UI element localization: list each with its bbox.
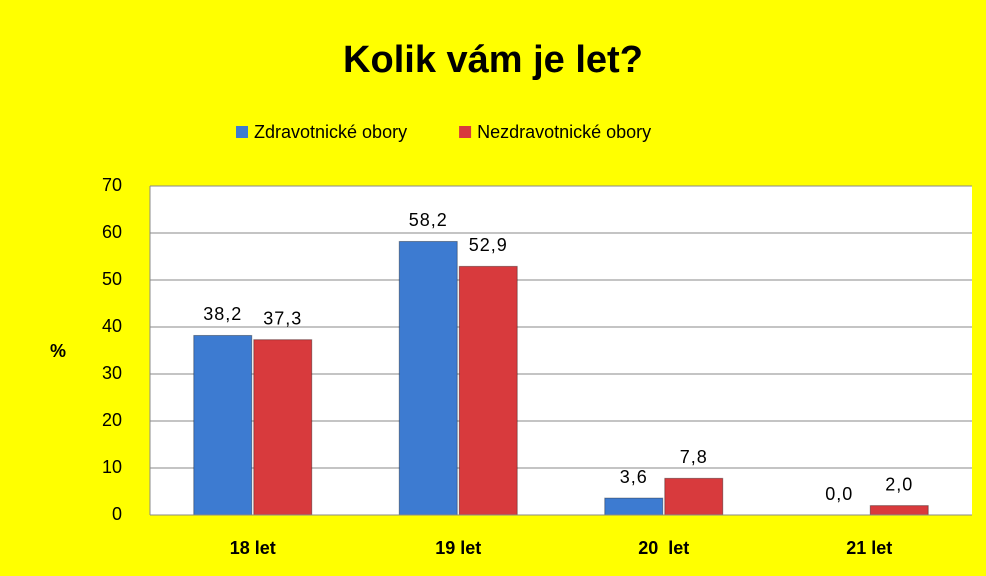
bar xyxy=(458,265,518,516)
value-label: 2,0 xyxy=(885,474,913,494)
value-label: 37,3 xyxy=(263,308,302,328)
bar xyxy=(253,339,313,516)
value-label: 38,2 xyxy=(203,304,242,324)
y-axis-label: % xyxy=(50,341,66,361)
value-label: 0,0 xyxy=(825,484,853,504)
value-label: 52,9 xyxy=(469,235,508,255)
y-tick-label: 40 xyxy=(102,316,122,336)
x-tick-label: 19 let xyxy=(435,538,481,558)
y-tick-label: 20 xyxy=(102,410,122,430)
x-tick-label: 18 let xyxy=(230,538,276,558)
bar xyxy=(664,477,724,516)
y-tick-label: 30 xyxy=(102,363,122,383)
legend-swatch xyxy=(459,126,472,138)
value-label: 58,2 xyxy=(409,210,448,230)
bar xyxy=(398,240,458,516)
y-tick-label: 0 xyxy=(112,504,122,524)
y-tick-label: 50 xyxy=(102,269,122,289)
legend-label: Nezdravotnické obory xyxy=(477,122,651,142)
bar xyxy=(604,497,664,516)
y-tick-label: 70 xyxy=(102,175,122,195)
value-label: 3,6 xyxy=(620,467,648,487)
x-tick-label: 21 let xyxy=(846,538,892,558)
legend-label: Zdravotnické obory xyxy=(254,122,407,142)
bar xyxy=(869,505,929,516)
chart-title: Kolik vám je let? xyxy=(343,39,643,81)
y-tick-label: 60 xyxy=(102,222,122,242)
value-label: 7,8 xyxy=(680,447,708,467)
legend-swatch xyxy=(236,126,248,138)
x-tick-label: 20 let xyxy=(638,538,689,558)
y-tick-label: 10 xyxy=(102,457,122,477)
bar xyxy=(193,334,253,516)
